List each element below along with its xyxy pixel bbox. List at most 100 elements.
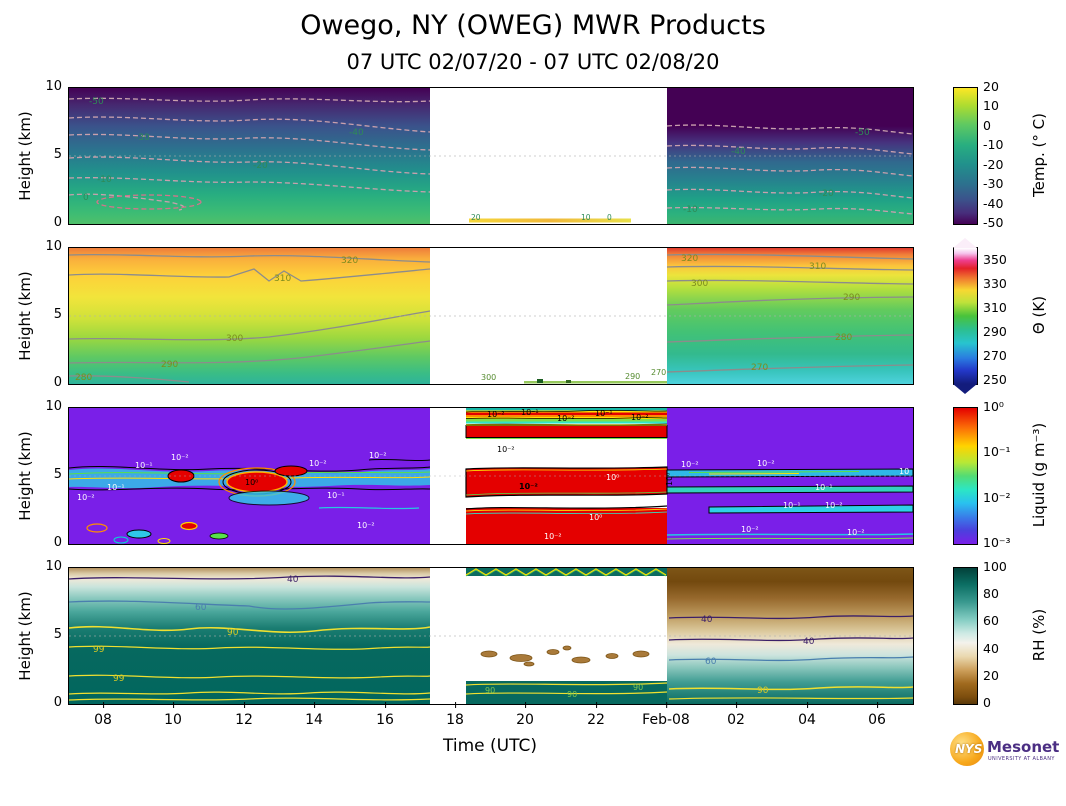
colorbar-theta	[953, 238, 978, 394]
x-tick: 18	[446, 702, 464, 728]
cbar-tick: 40	[983, 641, 999, 656]
x-axis-label: Time (UTC)	[443, 736, 537, 756]
contour-label: 40	[287, 575, 299, 585]
x-tick: 20	[516, 702, 534, 728]
cbar-tick: 250	[983, 372, 1007, 387]
y-tick: 0	[53, 215, 62, 230]
logo-nys-text: NYS	[955, 742, 983, 756]
x-tick: 06	[868, 702, 886, 728]
rh-contour-lines-left	[69, 575, 431, 701]
liquid-cloud-band-left	[69, 458, 431, 510]
cbar-tick: 0	[983, 695, 991, 710]
panel-temperature: -50 -30 -40 -20 -10 0 20 10 0 -50 -40 -2…	[68, 87, 914, 225]
zero-degree-loop	[96, 194, 202, 210]
contour-label: 10⁻¹	[815, 483, 833, 492]
y-tick: 5	[53, 147, 62, 162]
x-tick: Feb-08	[642, 702, 690, 728]
cbar-tick: 10⁻²	[983, 490, 1011, 505]
contour-label: 40	[701, 615, 713, 625]
contour-label: -20	[819, 189, 834, 199]
contour-label: 10⁻²	[631, 413, 649, 422]
cbar-tick: -20	[983, 157, 1004, 172]
liquid-contour-labels: 10⁻² 10⁻¹ 10⁻¹ 10⁻² 10⁰ 10⁻² 10⁻¹ 10⁻² 1…	[77, 408, 909, 541]
x-tick: 12	[235, 702, 253, 728]
contour-label: 270	[651, 368, 666, 377]
nys-mesonet-logo: NYS Mesonet UNIVERSITY AT ALBANY	[948, 726, 1060, 778]
contour-label: 10⁻²	[847, 528, 865, 537]
contour-label: -30	[135, 133, 150, 143]
rh-contour-labels: 40 60 90 99 99 90 90 90 40 40 60 90	[93, 575, 815, 699]
contour-label: 290	[843, 293, 860, 303]
contour-label: 10⁰	[665, 473, 674, 486]
surface-data-strip	[469, 218, 631, 223]
contour-label: 10⁻²	[557, 414, 575, 423]
contour-label: 10⁻¹	[107, 483, 125, 492]
contour-label: 10⁻²	[77, 493, 95, 502]
contour-label: 10⁻¹	[595, 409, 613, 418]
y-tick: 10	[45, 399, 62, 414]
colorbar-label-temperature: Temp. (° C)	[1030, 113, 1048, 197]
x-tick: 10	[164, 702, 182, 728]
colorbar-label-rh: RH (%)	[1030, 608, 1048, 662]
contour-label: 10⁻²	[757, 459, 775, 468]
panel-theta: 320 310 300 290 280 300 290 270 320 310 …	[68, 247, 914, 385]
contour-label: 10⁰	[606, 473, 619, 482]
contour-label: 99	[93, 645, 105, 655]
contour-label: 10⁻²	[497, 445, 515, 454]
contour-label: 10⁻²	[357, 521, 375, 530]
contour-label: -40	[349, 128, 364, 138]
contour-label: 90	[567, 690, 577, 699]
contour-label: 90	[633, 683, 643, 692]
cbar-tick: -10	[983, 137, 1004, 152]
x-tick: 22	[587, 702, 605, 728]
contour-label: 300	[226, 334, 243, 344]
contour-label: 10⁰	[245, 478, 258, 487]
colorbar-rh	[953, 567, 978, 705]
y-tick: 5	[53, 467, 62, 482]
cbar-tick: -30	[983, 176, 1004, 191]
x-tick: 04	[798, 702, 816, 728]
cbar-tick: 310	[983, 300, 1007, 315]
panel-liquid: 10⁻² 10⁻¹ 10⁻¹ 10⁻² 10⁰ 10⁻² 10⁻¹ 10⁻² 1…	[68, 407, 914, 545]
y-tick: 0	[53, 375, 62, 390]
cbar-tick: 20	[983, 668, 999, 683]
cbar-tick: 0	[983, 118, 991, 133]
contour-label: -50	[855, 128, 870, 138]
contour-label: 290	[161, 360, 178, 370]
x-tick: 08	[94, 702, 112, 728]
contour-label: 10⁻²	[825, 501, 843, 510]
theta-contour-labels: 320 310 300 290 280 300 290 270 320 310 …	[75, 254, 860, 383]
cbar-tick: 60	[983, 613, 999, 628]
cbar-tick: -40	[983, 196, 1004, 211]
contour-label: 99	[113, 674, 125, 684]
y-tick: 10	[45, 559, 62, 574]
rh-contour-lines-right	[668, 615, 913, 700]
cbar-tick: -50	[983, 215, 1004, 230]
y-tick: 5	[53, 307, 62, 322]
contour-label: 0	[607, 213, 612, 222]
contour-label: 280	[835, 333, 852, 343]
contour-label: 300	[691, 279, 708, 289]
contour-label: 10⁻²	[741, 525, 759, 534]
contour-label: 300	[481, 373, 496, 382]
colorbar-label-theta: Θ (K)	[1030, 295, 1048, 335]
contour-label: 90	[227, 628, 239, 638]
contour-label: 10⁻²	[309, 459, 327, 468]
contour-label: 20	[471, 213, 481, 222]
y-tick: 0	[53, 695, 62, 710]
cbar-tick: 80	[983, 586, 999, 601]
contour-label: 280	[75, 373, 92, 383]
mesonet-logo-mark	[950, 732, 984, 766]
contour-label: 10⁻¹	[135, 461, 153, 470]
contour-label: 10⁻²	[681, 460, 699, 469]
rh-field: 40 60 90 99 99 90 90 90 40 40 60 90	[69, 568, 913, 704]
cbar-tick: 10⁻¹	[983, 444, 1011, 459]
cbar-tick: 290	[983, 324, 1007, 339]
contour-label: 10⁻²	[487, 410, 505, 419]
contour-label: 90	[757, 686, 769, 696]
contour-label: 60	[195, 603, 207, 613]
liquid-layers-right	[666, 468, 913, 540]
contour-label: -40	[731, 147, 746, 157]
time-range-subtitle: 07 UTC 02/07/20 - 07 UTC 02/08/20	[346, 50, 720, 74]
surface-data-mark	[566, 380, 571, 383]
